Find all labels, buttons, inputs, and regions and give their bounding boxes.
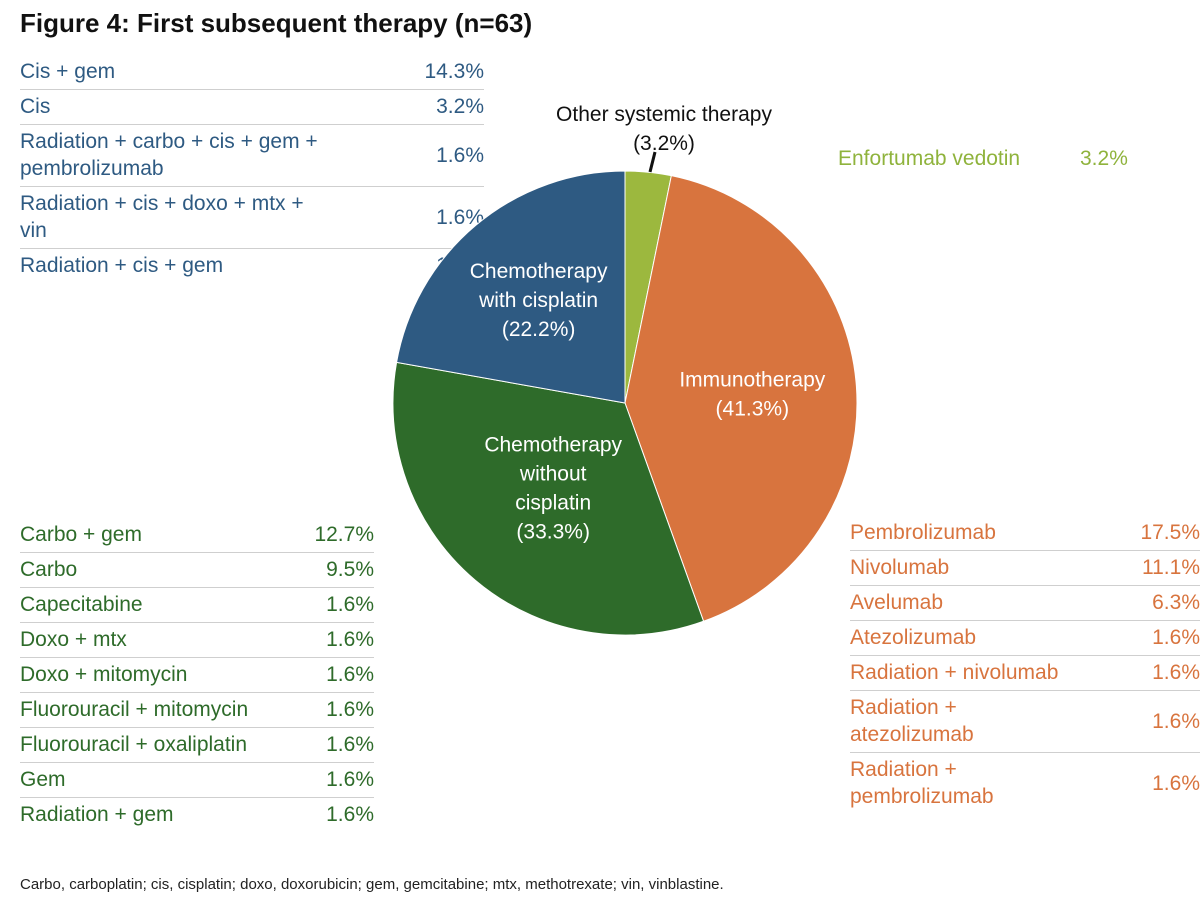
slice-label-other-systemic: Other systemic therapy (3.2%) [556,103,772,155]
table-chemo-with-cisplatin: Cis + gem 14.3% Cis 3.2% Radiation + car… [20,55,484,283]
regimen-value: 6.3% [1133,585,1200,621]
regimen-label: Cis + gem [20,55,410,90]
regimen-value: 12.7% [310,518,374,553]
regimen-label: Nivolumab [850,550,1134,586]
regimen-value: 3.2% [410,89,484,125]
footnote: Carbo, carboplatin; cis, cisplatin; doxo… [20,876,724,893]
table-row: Radiation + gem 1.6% [20,798,374,833]
regimen-label: Gem [20,762,310,798]
table-row: Pembrolizumab 17.5% [850,516,1200,551]
table-chemo-without-cisplatin: Carbo + gem 12.7% Carbo 9.5% Capecitabin… [20,518,374,832]
regimen-label: Capecitabine [20,587,310,623]
pie-chart: Other systemic therapy (3.2%) Immunotherap… [392,103,858,636]
regimen-value: 1.6% [1152,771,1200,795]
table-row: Radiation + nivolumab 1.6% [850,655,1200,691]
table-row: Doxo + mitomycin 1.6% [20,657,374,693]
table-row: Carbo 9.5% [20,552,374,588]
regimen-value: 1.6% [326,803,374,826]
slice-label-immunotherapy: Immunotherapy (41.3%) [679,368,825,420]
table-row: Radiation + atezolizumab 1.6% [850,690,1200,753]
figure-title: Figure 4: First subsequent therapy (n=63… [20,8,533,38]
regimen-value: 1.6% [1133,690,1200,753]
table-row: Doxo + mtx 1.6% [20,622,374,658]
regimen-label: Doxo + mitomycin [20,657,310,693]
regimen-value: 1.6% [310,727,374,763]
regimen-label: Carbo + gem [20,518,310,553]
slice-label-chemo-without-cisplatin: Chemotherapy without cisplatin (33.3%) [484,434,622,544]
regimen-label: Radiation + atezolizumab [850,690,1134,753]
regimen-label: Radiation + carbo + cis + gem + pembroli… [20,124,410,187]
legend-enfortumab-value: 3.2% [1080,147,1128,170]
pie-slice-chemo-without-cisplatin [392,361,705,636]
regimen-value: 1.6% [1133,620,1200,656]
table-row: Atezolizumab 1.6% [850,620,1200,656]
regimen-label: Radiation + cis + gem [20,254,224,277]
regimen-label: Fluorouracil + oxaliplatin [20,727,310,763]
regimen-label: Cis [20,89,410,125]
table-row: Nivolumab 11.1% [850,550,1200,586]
regimen-value: 1.6% [1133,655,1200,691]
regimen-value: 1.6% [410,124,484,187]
table-row: Cis + gem 14.3% [20,55,484,90]
regimen-label: Avelumab [850,585,1134,621]
regimen-value: 1.6% [310,762,374,798]
table-immunotherapy: Pembrolizumab 17.5% Nivolumab 11.1% Avel… [850,516,1200,814]
regimen-value: 11.1% [1133,550,1200,586]
regimen-label: Doxo + mtx [20,622,310,658]
table-row: Cis 3.2% [20,89,484,125]
legend-enfortumab-label: Enfortumab vedotin [838,147,1021,170]
table-row: Radiation + carbo + cis + gem + pembroli… [20,124,484,187]
table-row: Radiation + pembrolizumab 1.6% [850,753,1200,815]
regimen-label: Radiation + cis + doxo + mtx + vin [20,186,410,249]
table-row: Avelumab 6.3% [850,585,1200,621]
regimen-value: 17.5% [1133,516,1200,551]
regimen-value: 9.5% [310,552,374,588]
table-row: Carbo + gem 12.7% [20,518,374,553]
table-row: Gem 1.6% [20,762,374,798]
regimen-value: 1.6% [310,657,374,693]
leader-line [648,151,657,173]
regimen-label: Fluorouracil + mitomycin [20,692,310,728]
regimen-value: 1.6% [310,692,374,728]
regimen-value: 14.3% [410,55,484,90]
regimen-value: 1.6% [310,622,374,658]
pie-slice-immunotherapy [624,175,858,622]
regimen-label: Carbo [20,552,310,588]
pie-slice-chemo-with-cisplatin [395,170,626,404]
regimen-label: Atezolizumab [850,620,1134,656]
regimen-label: Radiation + nivolumab [850,655,1134,691]
table-row: Fluorouracil + mitomycin 1.6% [20,692,374,728]
slice-label-chemo-with-cisplatin: Chemotherapy with cisplatin (22.2%) [470,260,608,341]
regimen-value: 1.6% [310,587,374,623]
regimen-label: Pembrolizumab [850,516,1134,551]
table-row: Radiation + cis + doxo + mtx + vin 1.6% [20,186,484,249]
table-row: Capecitabine 1.6% [20,587,374,623]
regimen-label: Radiation + pembrolizumab [850,758,994,808]
regimen-label: Radiation + gem [20,803,174,826]
table-row: Fluorouracil + oxaliplatin 1.6% [20,727,374,763]
